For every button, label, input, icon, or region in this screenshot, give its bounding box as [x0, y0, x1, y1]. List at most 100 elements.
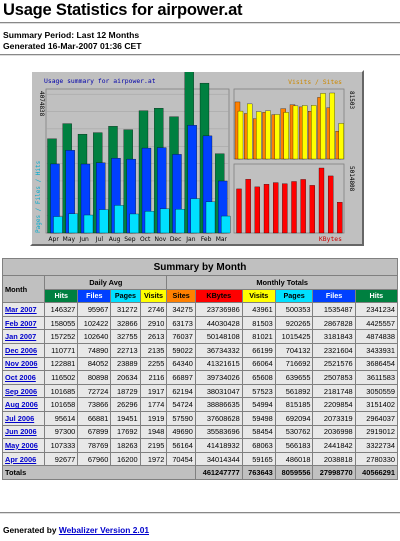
divider	[0, 22, 400, 24]
bar-pages	[53, 216, 63, 234]
bar-visits	[283, 112, 289, 160]
month-link[interactable]: Jun 2006	[5, 427, 37, 437]
value-cell: 35583696	[194, 424, 243, 440]
value-cell: 639655	[274, 370, 314, 385]
bar-pages	[83, 214, 94, 234]
x-tick-label: Nov	[155, 236, 167, 243]
value-cell: 486018	[274, 451, 314, 467]
usage-chart-svg: Usage summary for airpower.at Apr May Jun Ju…	[35, 72, 355, 243]
bar-visits	[256, 111, 262, 160]
bar-kbytes	[328, 175, 334, 234]
value-cell: 92677	[44, 451, 79, 467]
value-cell: 2038818	[312, 451, 356, 467]
value-cell: 1535487	[312, 302, 356, 317]
x-tick-label: Aug	[109, 236, 121, 243]
footer: Generated by Webalizer Version 2.01	[3, 525, 149, 535]
bar-kbytes	[254, 186, 260, 234]
value-cell: 101658	[44, 397, 79, 412]
value-cell: 116502	[44, 370, 79, 385]
value-cell: 43961	[241, 302, 276, 317]
bar-visits	[329, 92, 335, 160]
bar-kbytes	[300, 179, 306, 234]
bar-pages	[221, 215, 231, 234]
bar-pages	[175, 209, 185, 234]
bar-kbytes	[282, 183, 288, 234]
value-cell: 1948	[139, 424, 168, 440]
value-cell: 122881	[44, 356, 79, 372]
value-cell: 57523	[241, 383, 276, 399]
table-row: Jan 2007 157252 102640 32755 2613 76037 501481…	[1, 329, 399, 344]
value-cell: 62194	[166, 383, 196, 399]
x-tick-label: Oct	[140, 236, 151, 243]
value-cell: 32755	[110, 329, 141, 344]
value-cell: 64340	[166, 356, 196, 372]
value-cell: 54994	[241, 397, 276, 412]
bar-pages	[144, 211, 155, 234]
value-cell: 101685	[44, 383, 79, 399]
month-link[interactable]: Sep 2006	[5, 386, 38, 396]
month-link[interactable]: May 2006	[5, 440, 38, 450]
value-cell: 66897	[166, 370, 196, 385]
value-cell: 2321604	[312, 342, 356, 358]
bar-kbytes	[263, 184, 270, 234]
value-cell: 38031047	[194, 383, 243, 399]
value-cell: 26296	[110, 397, 141, 412]
totals-value: 8059556	[274, 465, 314, 480]
value-cell: 66064	[241, 356, 276, 372]
value-cell: 67899	[77, 424, 112, 440]
value-cell: 59022	[166, 342, 196, 358]
value-cell: 84052	[77, 356, 112, 372]
value-cell: 1917	[139, 383, 168, 399]
bar-kbytes	[337, 202, 343, 234]
month-link[interactable]: Jul 2006	[5, 413, 35, 423]
table-row: Jul 2006 95614 66881 19451 1919 57590 37608628…	[1, 410, 399, 426]
column-header-hits: Hits	[44, 288, 79, 304]
value-cell: 41418932	[194, 438, 243, 453]
value-cell: 16200	[110, 451, 141, 467]
month-cell: Apr 2006	[1, 451, 46, 467]
visits-panel-frame	[233, 88, 345, 160]
value-cell: 58454	[241, 424, 276, 440]
month-cell: Mar 2007	[1, 302, 46, 317]
value-cell: 1015425	[274, 329, 314, 344]
table-row: May 2006 107333 78769 18263 2195 56164 4141893…	[1, 438, 399, 453]
value-cell: 920265	[274, 315, 314, 331]
month-link[interactable]: Dec 2006	[5, 345, 38, 355]
totals-row: Totals 461247777 763643 8059556 27998770 4056…	[2, 465, 399, 480]
month-link[interactable]: Aug 2006	[5, 400, 38, 410]
value-cell: 2073319	[312, 410, 356, 426]
bar-kbytes	[273, 182, 279, 234]
month-link[interactable]: Oct 2006	[5, 372, 36, 382]
bar-visits	[247, 103, 253, 160]
visits-sites-legend: Visits / Sites	[288, 78, 342, 86]
value-cell: 78769	[77, 438, 112, 453]
value-cell: 692094	[274, 410, 314, 426]
month-link[interactable]: Mar 2007	[5, 304, 37, 314]
value-cell: 2919012	[354, 424, 399, 440]
month-cell: Oct 2006	[1, 370, 46, 385]
footer-prefix: Generated by	[3, 525, 59, 535]
value-cell: 2341234	[354, 302, 399, 317]
value-cell: 74890	[77, 342, 112, 358]
value-cell: 3151402	[354, 397, 399, 412]
table-row: Jun 2006 97300 67899 17692 1948 49690 35583696…	[1, 424, 399, 440]
value-cell: 3433931	[354, 342, 399, 358]
x-tick-label: Jan	[185, 236, 195, 243]
month-link[interactable]: Jan 2007	[5, 332, 37, 342]
month-link[interactable]: Nov 2006	[5, 359, 38, 369]
value-cell: 102640	[77, 329, 112, 344]
value-cell: 4425557	[354, 315, 399, 331]
left-axis-series-label: Pages / Files / Hits	[35, 160, 42, 233]
month-cell: May 2006	[1, 438, 46, 453]
bar-pages	[160, 208, 170, 234]
value-cell: 73866	[77, 397, 112, 412]
table-row: Nov 2006 122881 84052 23889 2255 64340 4132161…	[1, 356, 399, 372]
value-cell: 49690	[166, 424, 196, 440]
value-cell: 500353	[274, 302, 314, 317]
month-link[interactable]: Apr 2006	[5, 454, 37, 464]
value-cell: 37608628	[194, 410, 243, 426]
webalizer-link[interactable]: Webalizer Version 2.01	[58, 525, 150, 535]
value-cell: 68063	[241, 438, 276, 453]
month-link[interactable]: Feb 2007	[5, 318, 37, 328]
table-row: Apr 2006 92677 67960 16200 1972 70454 34014344…	[1, 451, 399, 467]
